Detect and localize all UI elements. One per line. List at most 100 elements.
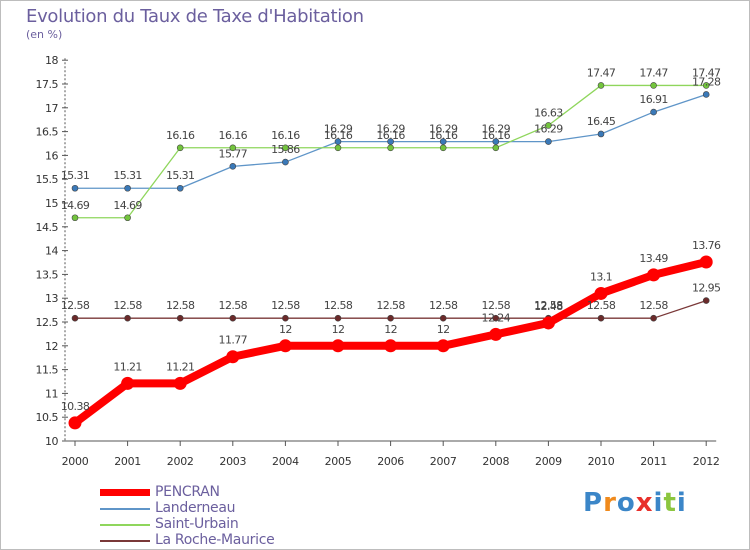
data-point-pencran bbox=[173, 376, 187, 390]
data-point-landerneau bbox=[124, 184, 131, 192]
data-label-saint-urbain: 16.16 bbox=[482, 129, 511, 142]
data-label-saint-urbain: 17.47 bbox=[587, 66, 616, 79]
logo-letter: i bbox=[653, 488, 664, 518]
data-label-landerneau: 15.31 bbox=[61, 169, 90, 182]
data-label-la-roche-maurice: 12.58 bbox=[429, 299, 458, 312]
data-point-la-roche-maurice bbox=[229, 314, 237, 322]
data-point-pencran bbox=[384, 339, 398, 353]
x-tick-label: 2010 bbox=[588, 455, 615, 468]
data-point-pencran bbox=[226, 350, 240, 364]
data-point-landerneau bbox=[702, 91, 710, 98]
x-tick-label: 2012 bbox=[693, 455, 720, 468]
data-label-pencran: 11.21 bbox=[166, 360, 195, 373]
data-point-la-roche-maurice bbox=[334, 314, 342, 322]
y-tick-label: 12.5 bbox=[36, 316, 59, 329]
data-point-landerneau bbox=[597, 130, 605, 138]
data-label-pencran: 12 bbox=[279, 323, 292, 336]
data-label-landerneau: 16.45 bbox=[587, 115, 616, 128]
data-point-saint-urbain bbox=[71, 214, 79, 222]
data-point-saint-urbain bbox=[334, 144, 342, 152]
data-label-landerneau: 15.31 bbox=[166, 169, 195, 182]
data-label-pencran: 10.38 bbox=[61, 400, 90, 413]
data-label-landerneau: 16.29 bbox=[429, 123, 458, 136]
legend-swatch-saint-urbain bbox=[100, 524, 150, 526]
series-layer bbox=[68, 82, 713, 430]
logo-letter: t bbox=[663, 488, 677, 518]
data-label-pencran: 12 bbox=[437, 323, 450, 336]
y-tick-label: 16 bbox=[45, 149, 58, 162]
data-point-saint-urbain bbox=[650, 82, 657, 89]
series-line-saint-urbain bbox=[74, 84, 707, 219]
data-label-pencran: 12 bbox=[332, 323, 345, 336]
y-tick-label: 13.5 bbox=[36, 268, 59, 281]
data-point-landerneau bbox=[282, 158, 289, 166]
data-label-la-roche-maurice: 12.58 bbox=[587, 299, 616, 312]
data-point-pencran bbox=[331, 339, 345, 353]
data-label-saint-urbain: 14.69 bbox=[61, 199, 90, 212]
logo-letter: r bbox=[603, 488, 617, 518]
data-point-pencran bbox=[541, 316, 555, 330]
y-tick-label: 18 bbox=[45, 54, 58, 67]
data-point-saint-urbain bbox=[439, 144, 447, 152]
data-label-la-roche-maurice: 12.58 bbox=[534, 299, 563, 312]
data-point-pencran bbox=[278, 339, 292, 353]
data-point-pencran bbox=[489, 327, 503, 341]
data-point-la-roche-maurice bbox=[439, 314, 447, 322]
data-point-saint-urbain bbox=[597, 82, 605, 89]
data-label-saint-urbain: 16.16 bbox=[376, 129, 405, 142]
y-tick-label: 17.5 bbox=[36, 78, 59, 91]
data-label-la-roche-maurice: 12.95 bbox=[692, 282, 721, 295]
data-label-landerneau: 16.29 bbox=[534, 123, 563, 136]
data-point-la-roche-maurice bbox=[124, 314, 131, 322]
data-point-landerneau bbox=[71, 184, 79, 192]
data-point-pencran bbox=[121, 376, 135, 390]
logo-letter: i bbox=[676, 488, 687, 518]
y-tick-label: 11.5 bbox=[36, 364, 59, 377]
y-tick-label: 10.5 bbox=[36, 411, 59, 424]
data-label-la-roche-maurice: 12.58 bbox=[61, 299, 90, 312]
legend-label-landerneau: Landerneau bbox=[155, 500, 236, 516]
data-point-saint-urbain bbox=[176, 144, 184, 152]
data-label-la-roche-maurice: 12.58 bbox=[271, 299, 300, 312]
data-point-landerneau bbox=[229, 163, 237, 170]
data-label-landerneau: 16.29 bbox=[482, 123, 511, 136]
data-point-saint-urbain bbox=[702, 82, 710, 89]
data-point-pencran bbox=[436, 339, 450, 353]
y-tick-label: 12 bbox=[45, 340, 58, 353]
data-label-la-roche-maurice: 12.58 bbox=[324, 299, 353, 312]
data-point-la-roche-maurice bbox=[597, 314, 605, 322]
y-tick-label: 10 bbox=[45, 435, 58, 448]
legend-swatch-la-roche-maurice bbox=[100, 540, 150, 542]
legend-swatch-landerneau bbox=[100, 508, 150, 510]
data-label-saint-urbain: 16.16 bbox=[429, 129, 458, 142]
y-tick-label: 14 bbox=[45, 245, 58, 258]
data-point-saint-urbain bbox=[229, 144, 237, 152]
data-point-saint-urbain bbox=[545, 122, 552, 129]
chart-subtitle: (en %) bbox=[26, 28, 63, 41]
x-tick-label: 2011 bbox=[640, 455, 667, 468]
data-label-pencran: 12.24 bbox=[482, 311, 511, 324]
data-point-saint-urbain bbox=[387, 144, 394, 152]
data-label-pencran: 13.1 bbox=[590, 270, 612, 283]
y-tick-label: 16.5 bbox=[36, 126, 59, 139]
y-tick-label: 15.5 bbox=[36, 173, 59, 186]
data-point-landerneau bbox=[176, 184, 184, 192]
x-tick-label: 2001 bbox=[114, 455, 141, 468]
data-label-saint-urbain: 14.69 bbox=[113, 199, 142, 212]
data-point-pencran bbox=[647, 268, 661, 282]
data-point-la-roche-maurice bbox=[702, 297, 710, 304]
y-tick-label: 17 bbox=[45, 102, 58, 115]
data-point-landerneau bbox=[545, 138, 552, 145]
data-label-landerneau: 15.31 bbox=[113, 169, 142, 182]
logo-letter: x bbox=[635, 488, 654, 518]
data-point-landerneau bbox=[650, 108, 657, 116]
data-point-saint-urbain bbox=[282, 144, 289, 152]
data-label-la-roche-maurice: 12.58 bbox=[639, 299, 668, 312]
chart-axes: 10 10.5 11 11.5 12 12.5 13 13.5 14 14.5 15 15.5 16 16… bbox=[36, 54, 720, 468]
data-label-saint-urbain: 16.16 bbox=[166, 129, 195, 142]
data-label-la-roche-maurice: 12.58 bbox=[113, 299, 142, 312]
x-tick-label: 2005 bbox=[325, 455, 352, 468]
y-tick-label: 11 bbox=[45, 387, 58, 400]
